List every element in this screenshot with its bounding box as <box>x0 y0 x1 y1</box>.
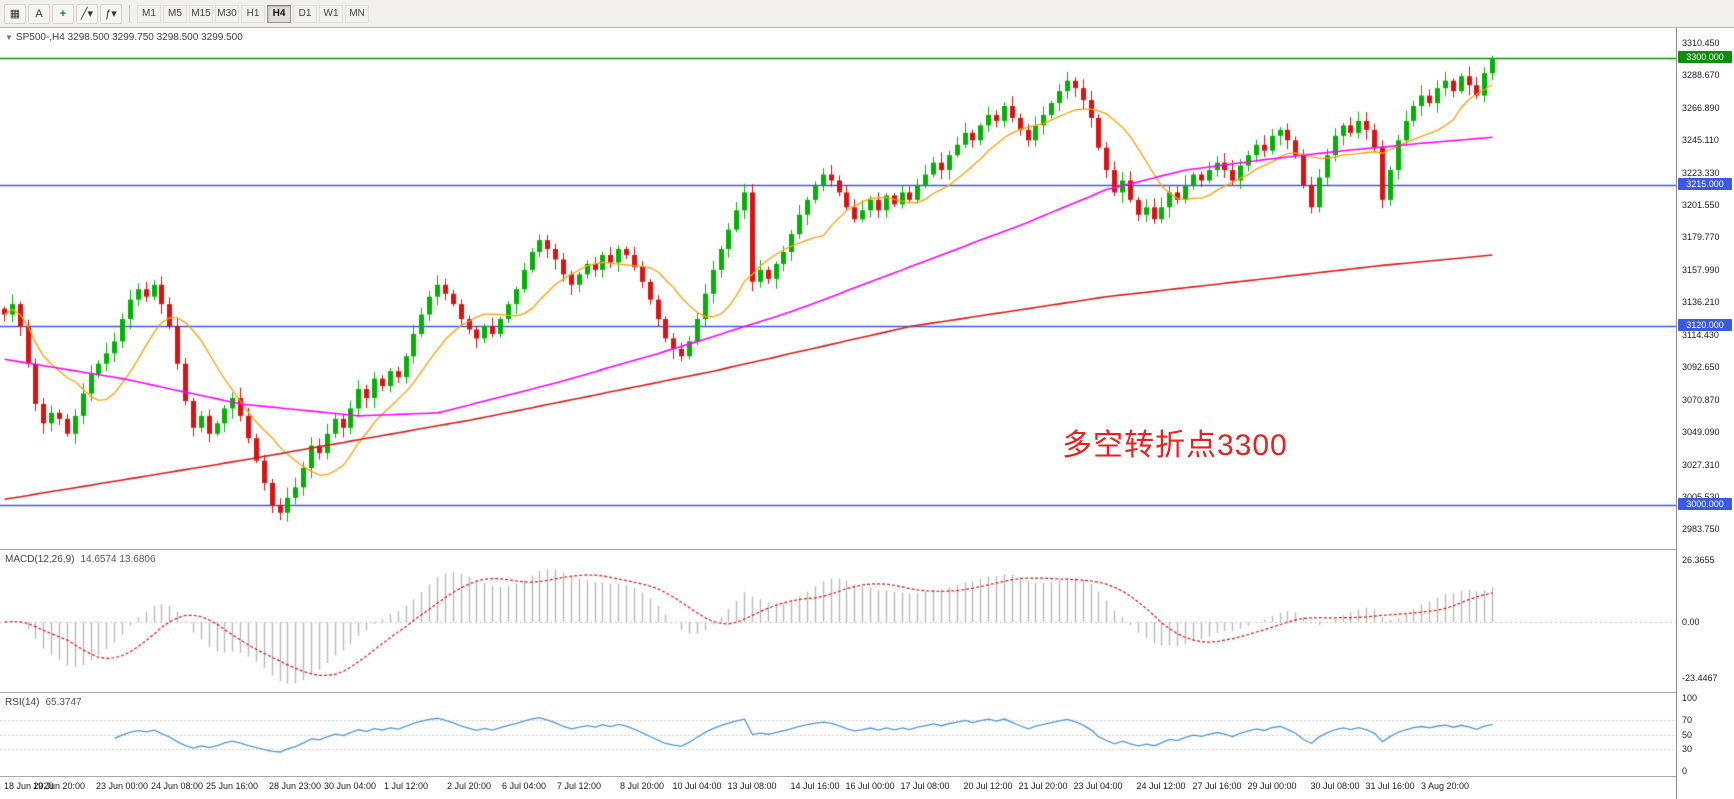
timeframe-d1[interactable]: D1 <box>293 4 317 23</box>
macd-indicator-label: MACD(12,26,9) 14.6574 13.6806 <box>5 554 156 565</box>
time-axis-label: 10 Jul 04:00 <box>672 781 722 791</box>
time-axis-label: 6 Jul 04:00 <box>501 781 547 791</box>
time-axis-label: 30 Jun 04:00 <box>323 781 377 791</box>
rsi-panel-canvas[interactable] <box>0 693 1676 776</box>
price-axis-label: 3266.890 <box>1682 103 1720 113</box>
time-axis-label: 24 Jul 12:00 <box>1136 781 1186 791</box>
macd-panel-canvas[interactable] <box>0 550 1676 692</box>
rsi-value: 65.3747 <box>45 697 82 708</box>
price-axis-label: 3092.650 <box>1682 362 1720 372</box>
price-axis-label: 3310.450 <box>1682 38 1720 48</box>
price-chart-canvas[interactable] <box>0 28 1676 549</box>
rsi-axis-label: 70 <box>1682 715 1693 725</box>
price-axis-label: 3027.310 <box>1682 460 1720 470</box>
time-axis-label: 7 Jul 12:00 <box>556 781 602 791</box>
price-axis-label: 3201.550 <box>1682 200 1720 210</box>
price-tag: 3120.000 <box>1678 319 1732 331</box>
price-axis-label: 3114.430 <box>1682 330 1719 340</box>
chart-window: ▼ SP500-,H4 3298.500 3299.750 3298.500 32… <box>0 28 1734 799</box>
rsi-axis-label: 100 <box>1682 693 1698 703</box>
rsi-indicator-label: RSI(14) 65.3747 <box>5 697 82 708</box>
time-axis-label: 23 Jul 04:00 <box>1073 781 1123 791</box>
rsi-name: RSI(14) <box>5 697 40 708</box>
time-axis-label: 29 Jul 00:00 <box>1247 781 1297 791</box>
panel-separator <box>0 776 1734 777</box>
price-axis-label: 3049.090 <box>1682 427 1720 437</box>
line-studies-dropdown[interactable]: ╱▾ <box>76 3 98 24</box>
time-axis-label: 25 Jun 16:00 <box>205 781 259 791</box>
time-axis-label: 3 Aug 20:00 <box>1420 781 1470 791</box>
time-axis[interactable]: 18 Jun 2020 19 Jun 20:00 23 Jun 00:00 24 Ju… <box>0 777 1676 799</box>
price-axis-label: 3288.670 <box>1682 70 1720 80</box>
time-axis-label: 13 Jul 08:00 <box>727 781 777 791</box>
macd-axis-label: 0.00 <box>1682 617 1700 627</box>
timeframe-m5[interactable]: M5 <box>163 4 187 23</box>
timeframe-h1[interactable]: H1 <box>241 4 265 23</box>
time-axis-label: 20 Jul 12:00 <box>963 781 1013 791</box>
timeframe-m15[interactable]: M15 <box>189 4 213 23</box>
price-tag: 3215.000 <box>1678 178 1732 190</box>
price-axis-label: 3179.770 <box>1682 232 1720 242</box>
chart-annotation-text[interactable]: 多空转折点3300 <box>1062 429 1288 462</box>
macd-axis-label: 26.3655 <box>1682 555 1715 565</box>
collapse-triangle-icon[interactable]: ▼ <box>5 33 13 42</box>
price-axis-label: 3157.990 <box>1682 265 1720 275</box>
time-axis-label: 18 Jun 2020 <box>4 781 54 791</box>
time-axis-label: 24 Jun 08:00 <box>150 781 204 791</box>
rsi-axis-label: 50 <box>1682 730 1693 740</box>
panel-separator[interactable] <box>0 692 1734 693</box>
macd-values: 14.6574 13.6806 <box>80 554 156 565</box>
price-axis-label: 3136.210 <box>1682 297 1720 307</box>
time-axis-label: 17 Jul 08:00 <box>900 781 950 791</box>
timeframe-m1[interactable]: M1 <box>137 4 161 23</box>
time-axis-label: 23 Jun 00:00 <box>95 781 149 791</box>
macd-axis-label: -23.4467 <box>1682 673 1718 683</box>
toolbar-separator <box>129 4 130 23</box>
time-axis-label: 30 Jul 08:00 <box>1310 781 1360 791</box>
time-axis-label: 27 Jul 16:00 <box>1192 781 1242 791</box>
time-axis-label: 21 Jul 20:00 <box>1018 781 1068 791</box>
time-axis-label: 19 Jun 20:00 <box>32 781 86 791</box>
top-toolbar: ▦ A + ╱▾ ƒ▾ M1 M5 M15 M30 H1 H4 D1 W1 MN <box>0 0 1734 28</box>
price-tag: 3300.000 <box>1678 51 1732 63</box>
price-axis-label: 2983.750 <box>1682 524 1720 534</box>
symbol-quote-text: SP500-,H4 3298.500 3299.750 3298.500 329… <box>15 32 243 43</box>
timeframe-mn[interactable]: MN <box>345 4 369 23</box>
price-axis-label: 3245.110 <box>1682 135 1719 145</box>
price-tag: 3000.000 <box>1678 498 1732 510</box>
timeframe-h4[interactable]: H4 <box>267 4 291 23</box>
crosshair-icon[interactable]: + <box>52 3 74 24</box>
price-axis[interactable]: 3310.450 3288.670 3266.890 3245.110 3223.330… <box>1676 28 1734 799</box>
price-axis-label: 3223.330 <box>1682 168 1720 178</box>
price-axis-label: 3005.530 <box>1682 492 1720 502</box>
chart-grid-icon[interactable]: ▦ <box>4 3 26 24</box>
indicators-dropdown[interactable]: ƒ▾ <box>100 3 122 24</box>
time-axis-label: 16 Jul 00:00 <box>845 781 895 791</box>
time-axis-label: 31 Jul 16:00 <box>1365 781 1415 791</box>
annotate-text-button[interactable]: A <box>28 3 50 24</box>
macd-name: MACD(12,26,9) <box>5 554 75 565</box>
time-axis-label: 2 Jul 20:00 <box>446 781 492 791</box>
time-axis-label: 14 Jul 16:00 <box>790 781 840 791</box>
time-axis-label: 28 Jun 23:00 <box>268 781 322 791</box>
panel-separator[interactable] <box>0 549 1734 550</box>
time-axis-label: 8 Jul 20:00 <box>619 781 665 791</box>
rsi-axis-label: 0 <box>1682 766 1688 776</box>
time-axis-label: 1 Jul 12:00 <box>383 781 429 791</box>
timeframe-w1[interactable]: W1 <box>319 4 343 23</box>
timeframe-m30[interactable]: M30 <box>215 4 239 23</box>
symbol-header: ▼ SP500-,H4 3298.500 3299.750 3298.500 32… <box>5 32 243 43</box>
price-axis-label: 3070.870 <box>1682 395 1720 405</box>
rsi-axis-label: 30 <box>1682 744 1693 754</box>
